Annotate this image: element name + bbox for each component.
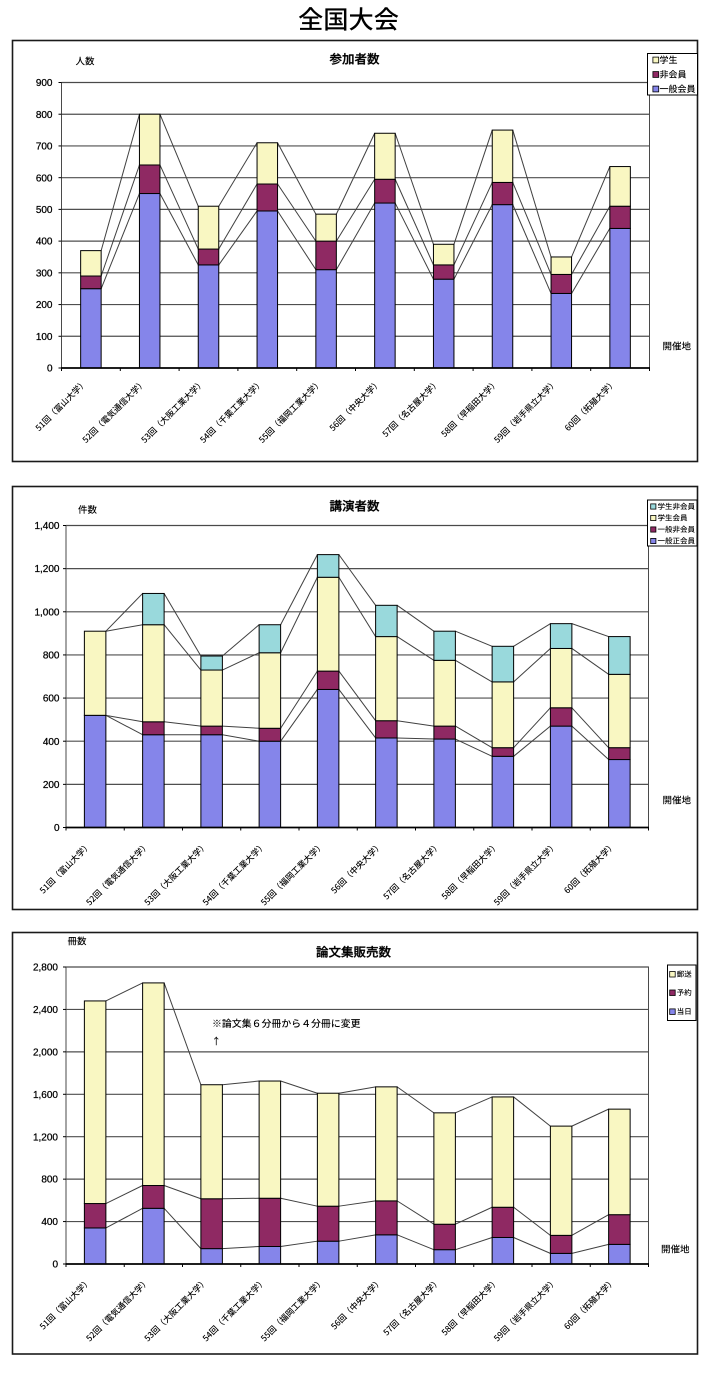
svg-text:600: 600 [36, 173, 53, 184]
svg-text:2,800: 2,800 [33, 963, 58, 974]
svg-text:800: 800 [41, 1175, 58, 1186]
svg-text:800: 800 [43, 651, 60, 662]
svg-text:200: 200 [43, 780, 60, 791]
svg-text:300: 300 [36, 268, 53, 279]
svg-text:0: 0 [47, 364, 53, 375]
svg-text:1,000: 1,000 [34, 607, 59, 618]
svg-text:800: 800 [36, 110, 53, 121]
svg-text:500: 500 [36, 205, 53, 216]
svg-text:200: 200 [36, 300, 53, 311]
svg-text:1,400: 1,400 [34, 521, 59, 532]
svg-text:0: 0 [54, 823, 60, 834]
svg-text:400: 400 [36, 237, 53, 248]
svg-text:100: 100 [36, 332, 53, 343]
svg-text:0: 0 [52, 1260, 58, 1271]
svg-text:2,000: 2,000 [33, 1048, 58, 1059]
svg-text:900: 900 [36, 78, 53, 89]
svg-text:400: 400 [41, 1217, 58, 1228]
svg-text:700: 700 [36, 142, 53, 153]
svg-text:1,600: 1,600 [33, 1090, 58, 1101]
svg-text:1,200: 1,200 [33, 1132, 58, 1143]
svg-text:2,400: 2,400 [33, 1005, 58, 1016]
svg-text:600: 600 [43, 694, 60, 705]
svg-text:400: 400 [43, 737, 60, 748]
svg-text:1,200: 1,200 [34, 564, 59, 575]
